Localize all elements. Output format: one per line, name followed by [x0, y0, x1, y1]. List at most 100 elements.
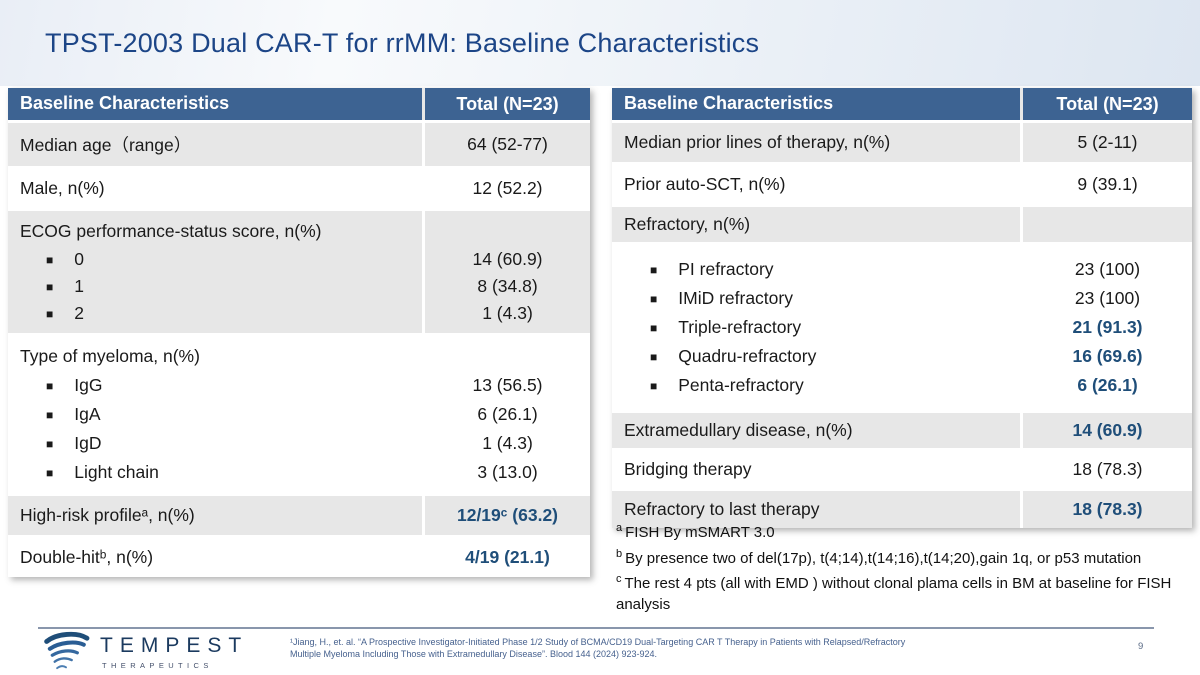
header-label: Baseline Characteristics: [20, 93, 230, 113]
value-spacer: [425, 217, 590, 246]
group-values: 14 (60.9) 8 (34.8) 1 (4.3): [422, 211, 590, 333]
footnote-a: a FISH By mSMART 3.0: [616, 518, 1182, 544]
list-item: ■ Triple-refractory: [624, 313, 1014, 342]
bullet-square-icon: ■: [46, 307, 54, 321]
table-row: Refractory, n(%): [612, 207, 1192, 245]
item-label: 2: [74, 303, 84, 323]
row-label: High-risk profileᵃ, n(%): [20, 505, 195, 525]
footnote-c: c The rest 4 pts (all with EMD ) without …: [616, 569, 1182, 615]
row-value-highlight: 4/19 (21.1): [422, 538, 590, 577]
table-row: Bridging therapy 18 (78.3): [612, 451, 1192, 491]
table-row: Median age（range） 64 (52-77): [8, 123, 590, 169]
table-row: Median prior lines of therapy, n(%) 5 (2…: [612, 123, 1192, 165]
item-value: 23 (100): [1074, 259, 1141, 279]
list-item: ■ IgD: [20, 429, 416, 458]
item-value: 1 (4.3): [482, 303, 533, 323]
logo-subtitle: THERAPEUTICS: [102, 661, 213, 670]
table-row: Male, n(%) 12 (52.2): [8, 169, 590, 211]
header-label: Baseline Characteristics: [624, 93, 834, 113]
row-value-highlight: 14 (60.9): [1020, 413, 1192, 448]
footnote-marker: a: [616, 522, 623, 534]
table-row: Prior auto-SCT, n(%) 9 (39.1): [612, 165, 1192, 207]
row-label: Prior auto-SCT, n(%): [624, 174, 786, 194]
row-label: Extramedullary disease, n(%): [624, 420, 853, 440]
page-title: TPST-2003 Dual CAR-T for rrMM: Baseline …: [45, 28, 760, 58]
citation-line-1: ¹Jiang, H., et. al. “A Prospective Inves…: [290, 637, 906, 647]
row-label: Double-hitᵇ, n(%): [20, 547, 154, 567]
item-label: IgA: [74, 404, 101, 424]
footnote-marker: b: [616, 547, 623, 560]
list-item: ■ IMiD refractory: [624, 284, 1014, 313]
list-item: ■ Light chain: [20, 458, 416, 487]
list-item: ■ PI refractory: [624, 255, 1014, 284]
table-row-group: ECOG performance-status score, n(%) ■ 0 ■…: [8, 211, 590, 336]
header-value: Total (N=23): [422, 88, 590, 120]
item-label: IgG: [74, 375, 103, 395]
item-value: 8 (34.8): [477, 276, 538, 296]
item-value-highlight: 16 (69.6): [1072, 346, 1143, 366]
footnotes: a FISH By mSMART 3.0 b By presence two of …: [616, 518, 1182, 615]
bullet-square-icon: ■: [46, 379, 54, 393]
table-row: Refractory to last therapy 18 (78.3): [612, 491, 1192, 528]
row-value-highlight: 12/19ᶜ (63.2): [422, 496, 590, 535]
item-label: Penta-refractory: [678, 375, 804, 395]
row-label: Bridging therapy: [624, 459, 752, 479]
footnote-text: The rest 4 pts (all with EMD ) without c…: [616, 575, 1172, 613]
page-number: 9: [1138, 641, 1144, 652]
citation-line-2: Multiple Myeloma Including Those with Ex…: [290, 648, 658, 659]
row-value: 12 (52.2): [422, 169, 590, 208]
table-header-row: Baseline Characteristics Total (N=23): [612, 88, 1192, 123]
bullet-square-icon: ■: [650, 379, 658, 393]
tempest-logo: TEMPEST THERAPEUTICS: [40, 631, 248, 673]
list-item: ■ Quadru-refractory: [624, 342, 1014, 371]
item-label: IMiD refractory: [678, 288, 793, 308]
row-value: 9 (39.1): [1020, 165, 1192, 204]
table-row-group: Type of myeloma, n(%) ■ IgG ■ IgA ■ IgD ■ Li…: [8, 336, 590, 496]
group-labels: ECOG performance-status score, n(%) ■ 0 ■…: [8, 211, 422, 333]
baseline-table-right: Baseline Characteristics Total (N=23) Me…: [612, 88, 1192, 528]
list-item: ■ 0: [20, 246, 416, 273]
footer-divider: [38, 627, 1154, 629]
item-label: 1: [74, 276, 84, 296]
table-header-row: Baseline Characteristics Total (N=23): [8, 88, 590, 123]
row-label: Refractory to last therapy: [624, 499, 820, 519]
footnote-marker: c: [616, 573, 622, 585]
item-value-highlight: 21 (91.3): [1072, 317, 1143, 337]
bullet-square-icon: ■: [46, 466, 54, 480]
group-values: 13 (56.5) 6 (26.1) 1 (4.3) 3 (13.0): [422, 336, 590, 493]
row-label: Refractory, n(%): [624, 214, 751, 234]
footnote-text: By presence two of del(17p), t(4;14),t(1…: [625, 549, 1142, 567]
table-row: High-risk profileᵃ, n(%) 12/19ᶜ (63.2): [8, 496, 590, 538]
bullet-square-icon: ■: [46, 437, 54, 451]
group-labels: Type of myeloma, n(%) ■ IgG ■ IgA ■ IgD ■ Li…: [8, 336, 422, 493]
item-value-highlight: 6 (26.1): [1077, 375, 1138, 395]
item-label: Light chain: [74, 462, 159, 482]
bullet-square-icon: ■: [46, 253, 54, 267]
row-label: Male, n(%): [20, 178, 105, 198]
bullet-square-icon: ■: [46, 280, 54, 294]
list-item: ■ 1: [20, 273, 416, 300]
item-value: 3 (13.0): [477, 462, 538, 482]
title-band: [0, 0, 1200, 86]
group-heading: Type of myeloma, n(%): [20, 346, 200, 366]
row-value: 18 (78.3): [1020, 451, 1192, 488]
item-label: Quadru-refractory: [678, 346, 817, 366]
baseline-table-left: Baseline Characteristics Total (N=23) Me…: [8, 88, 590, 577]
item-value: 14 (60.9): [472, 249, 543, 269]
row-value-highlight: 18 (78.3): [1020, 491, 1192, 528]
item-value: 6 (26.1): [477, 404, 538, 424]
bullet-square-icon: ■: [650, 321, 658, 335]
table-row: Extramedullary disease, n(%) 14 (60.9): [612, 413, 1192, 451]
table-row-group: ■ PI refractory ■ IMiD refractory ■ Triple-…: [612, 245, 1192, 413]
list-item: ■ 2: [20, 300, 416, 327]
bullet-square-icon: ■: [650, 292, 658, 306]
list-item: ■ Penta-refractory: [624, 371, 1014, 400]
bullet-square-icon: ■: [650, 350, 658, 364]
item-label: PI refractory: [678, 259, 774, 279]
row-value: 5 (2-11): [1020, 123, 1192, 162]
group-labels: ■ PI refractory ■ IMiD refractory ■ Triple-…: [612, 245, 1020, 410]
item-label: IgD: [74, 433, 102, 453]
value-spacer: [425, 342, 590, 371]
item-label: Triple-refractory: [678, 317, 802, 337]
